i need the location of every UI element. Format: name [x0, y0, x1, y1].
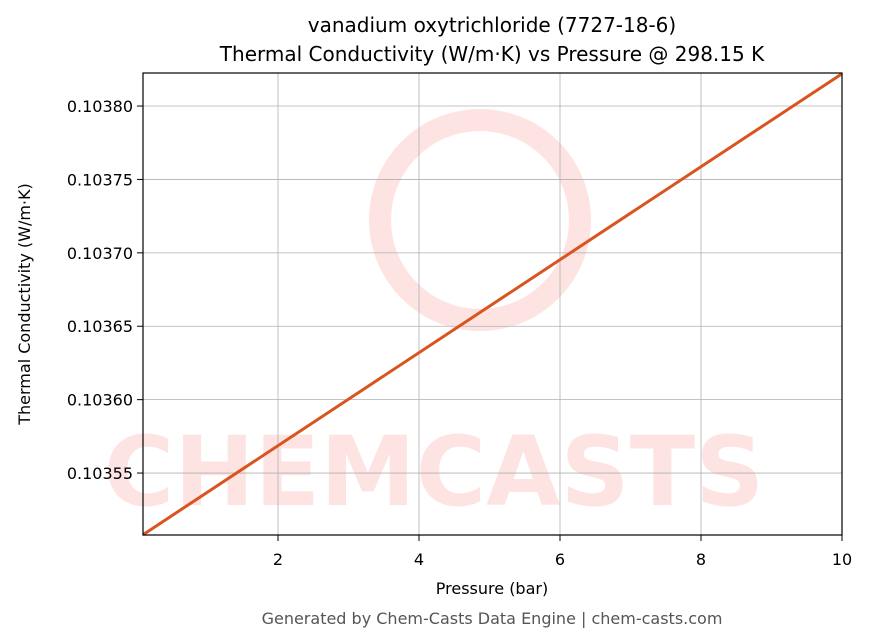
- watermark-logo: [369, 109, 591, 331]
- y-axis-label: Thermal Conductivity (W/m·K): [15, 183, 34, 426]
- y-tick-label: 0.10375: [67, 170, 133, 189]
- watermark: CHEMCASTS: [104, 416, 764, 528]
- y-tick-label: 0.10355: [67, 464, 133, 483]
- y-tick-label: 0.10360: [67, 391, 133, 410]
- x-axis-label: Pressure (bar): [436, 579, 548, 598]
- data-line: [142, 72, 843, 536]
- plot-frame: [142, 72, 843, 536]
- x-tick-label: 2: [273, 550, 283, 569]
- chart-title: vanadium oxytrichloride (7727-18-6): [308, 13, 676, 37]
- y-tick-label: 0.10380: [67, 97, 133, 116]
- x-tick-label: 10: [832, 550, 852, 569]
- x-tick-label: 6: [555, 550, 565, 569]
- footer: Generated by Chem-Casts Data Engine | ch…: [262, 609, 723, 628]
- y-tick-label: 0.10370: [67, 244, 133, 263]
- chart-subtitle: Thermal Conductivity (W/m·K) vs Pressure…: [219, 42, 765, 66]
- x-tick-label: 4: [414, 550, 424, 569]
- x-tick-label: 8: [696, 550, 706, 569]
- y-tick-label: 0.10365: [67, 317, 133, 336]
